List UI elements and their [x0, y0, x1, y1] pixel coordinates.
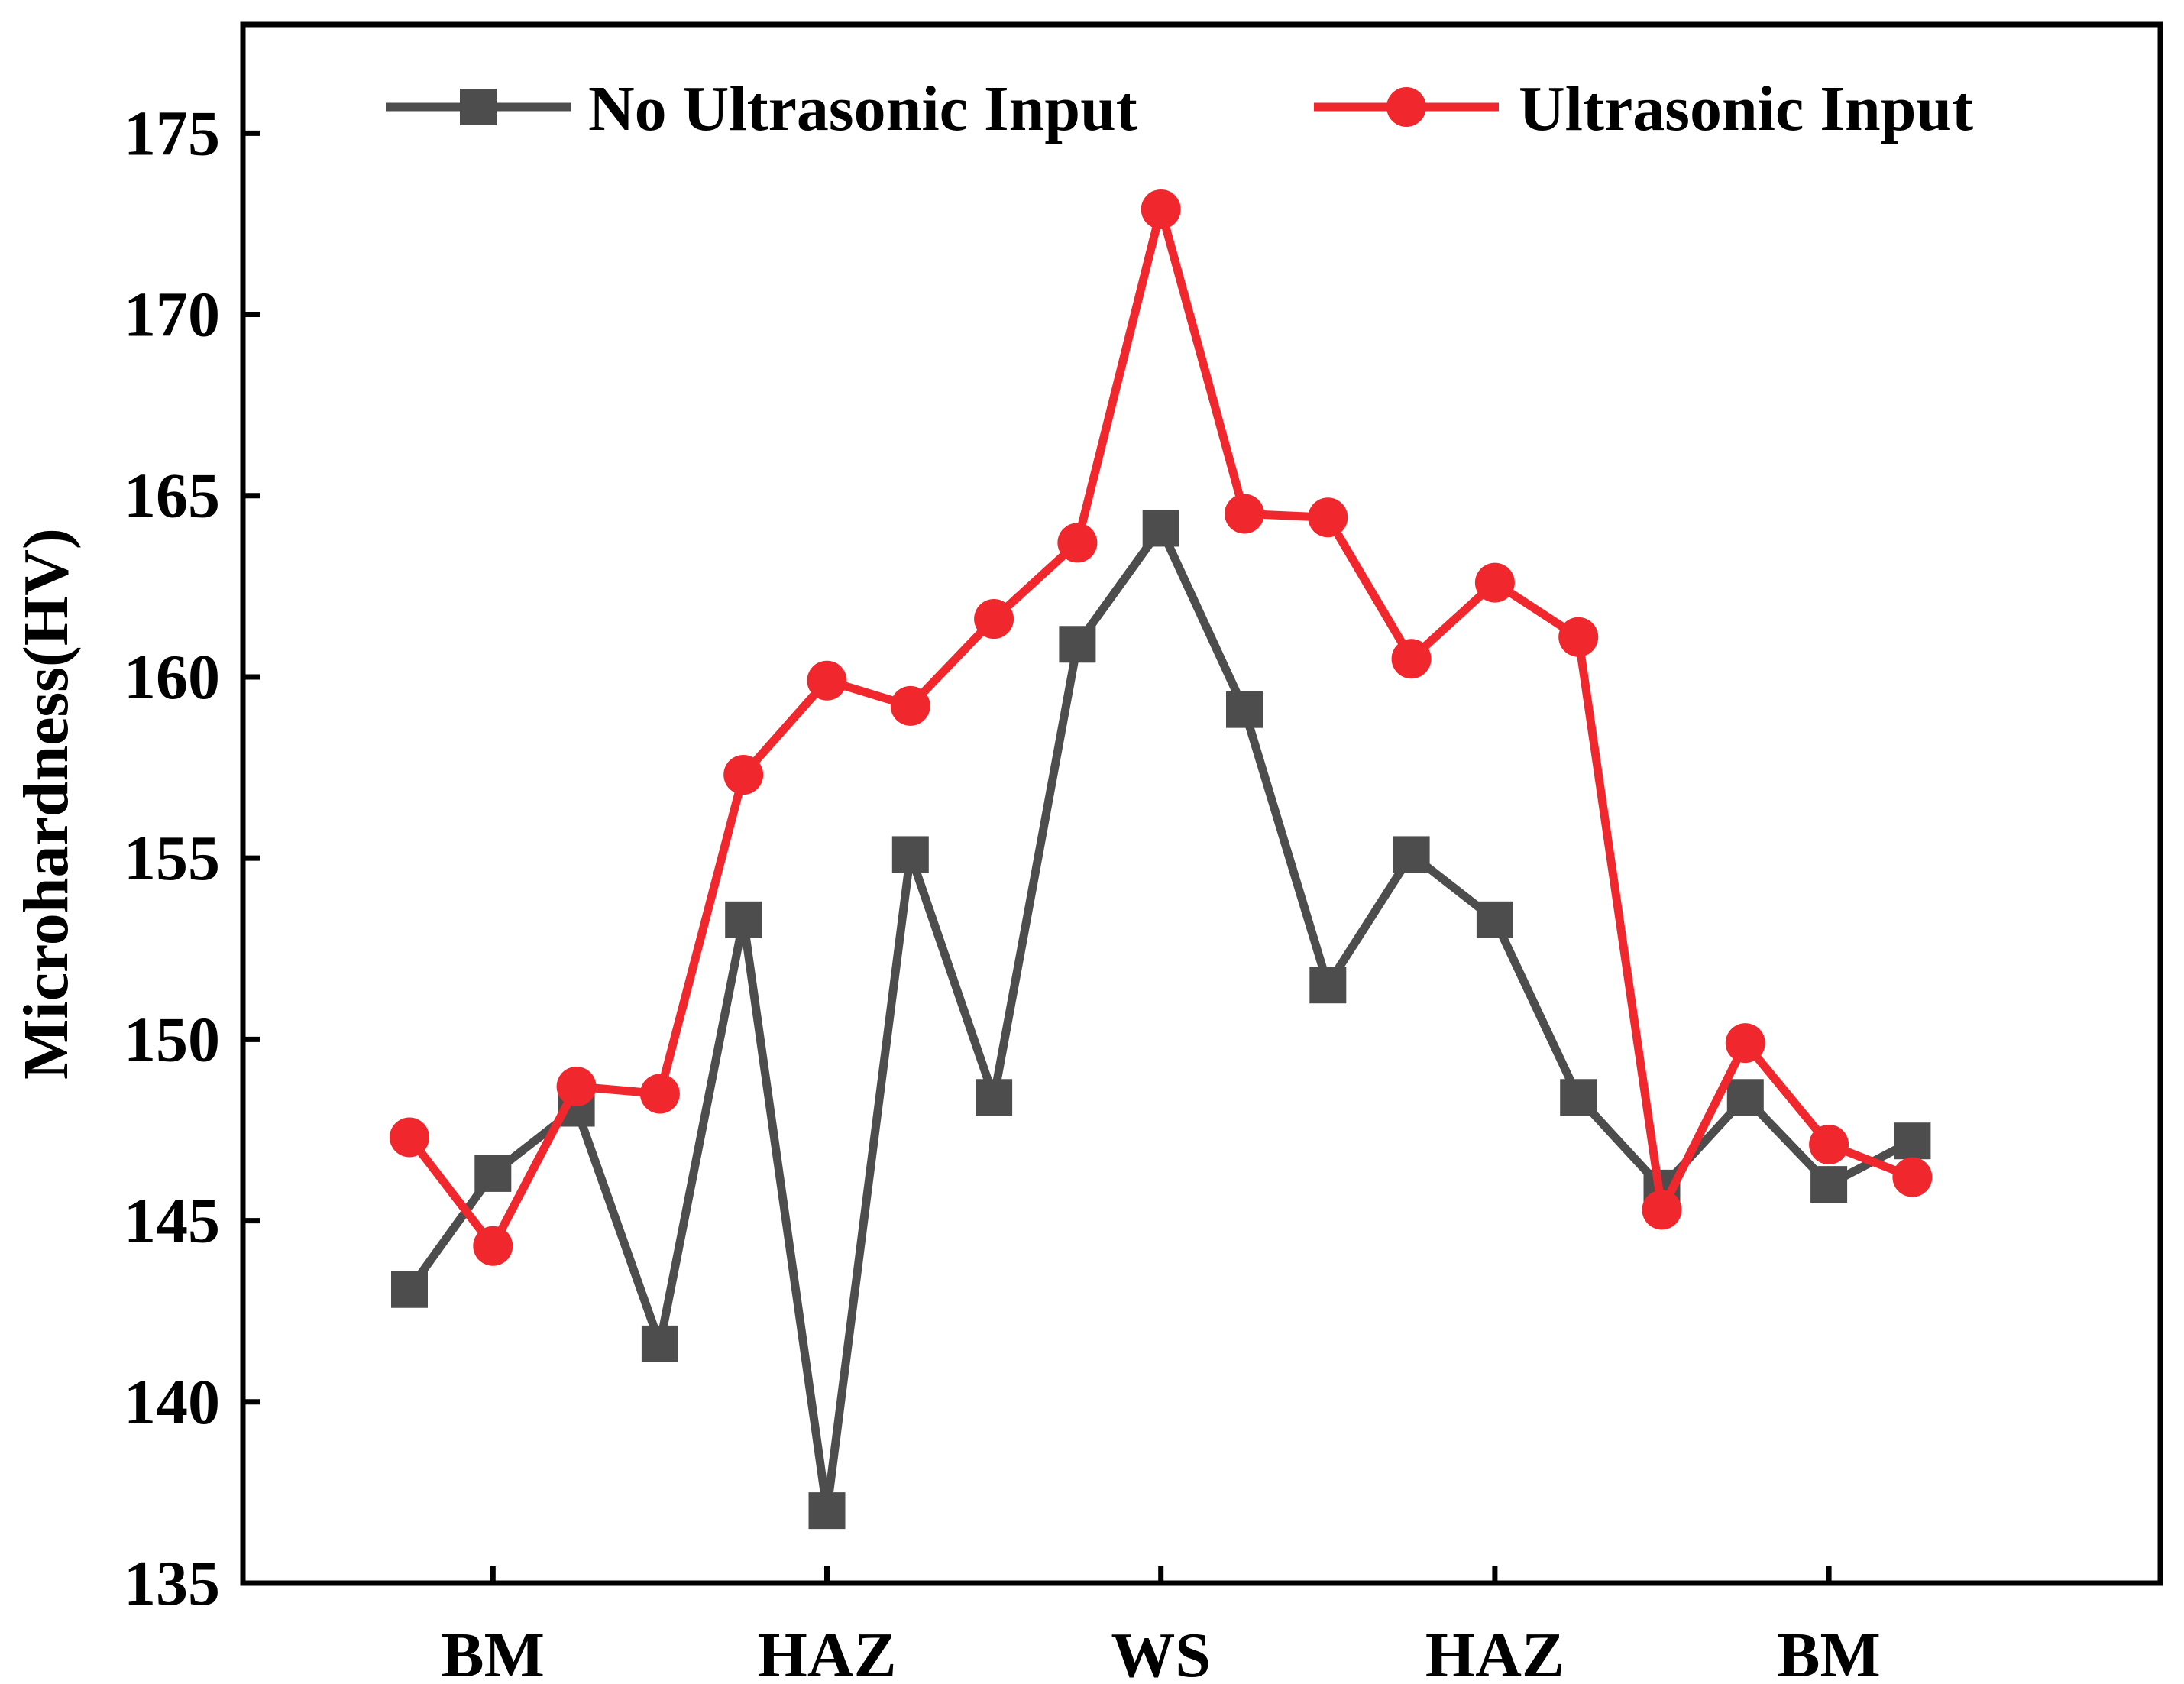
- series-no-ultrasonic: [391, 510, 1931, 1530]
- data-point: [976, 1079, 1013, 1116]
- data-point: [1476, 901, 1513, 938]
- x-axis: BM HAZ WS HAZ BM: [442, 1566, 1881, 1684]
- data-point: [725, 901, 762, 938]
- plot-frame: [240, 21, 2163, 1586]
- data-point: [1810, 1166, 1848, 1203]
- data-point: [808, 1492, 846, 1530]
- y-tick-label: 140: [124, 1367, 220, 1438]
- y-tick-label: 175: [124, 98, 220, 169]
- data-point: [890, 685, 930, 726]
- y-axis-title: Microhardness(HV): [11, 528, 82, 1080]
- y-tick-label: 165: [124, 461, 220, 532]
- series-layer: [390, 189, 1933, 1530]
- data-point: [1142, 510, 1179, 547]
- data-point: [1391, 639, 1432, 679]
- data-point: [1560, 1079, 1597, 1116]
- data-point: [1141, 189, 1181, 229]
- data-point: [474, 1155, 512, 1192]
- data-point: [1308, 497, 1348, 538]
- legend-square-marker: [460, 89, 497, 125]
- y-tick-label: 170: [124, 280, 220, 351]
- data-point: [1809, 1124, 1849, 1164]
- data-point: [391, 1271, 428, 1308]
- data-point: [1057, 523, 1098, 563]
- data-point: [1725, 1023, 1765, 1064]
- x-tick-label: BM: [1777, 1620, 1880, 1684]
- data-point: [1226, 691, 1263, 728]
- data-point: [1642, 1190, 1682, 1230]
- series-line: [406, 205, 1914, 1251]
- y-axis: 135 140 145 150 155 160 165 170 175: [124, 98, 260, 1619]
- x-tick-label: HAZ: [1425, 1620, 1564, 1684]
- x-tick-label: HAZ: [757, 1620, 896, 1684]
- data-point: [1726, 1079, 1764, 1116]
- data-point: [891, 836, 929, 873]
- data-point: [1225, 494, 1264, 534]
- data-point: [723, 755, 764, 795]
- data-point: [390, 1117, 429, 1158]
- legend-circle-marker: [1386, 87, 1426, 127]
- series-line: [406, 523, 1914, 1515]
- data-point: [1894, 1122, 1931, 1160]
- x-tick-label: WS: [1111, 1620, 1211, 1684]
- data-point: [639, 1074, 680, 1114]
- data-point: [1892, 1157, 1933, 1197]
- data-point: [974, 599, 1014, 640]
- y-tick-label: 145: [124, 1186, 220, 1257]
- data-point: [1393, 836, 1430, 873]
- legend-label-ultrasonic: Ultrasonic Input: [1519, 73, 1973, 144]
- data-point: [556, 1067, 597, 1107]
- data-point: [641, 1325, 678, 1362]
- x-tick-label: BM: [442, 1620, 545, 1684]
- legend-label-no-ultrasonic: No Ultrasonic Input: [588, 73, 1137, 144]
- y-tick-label: 160: [124, 642, 220, 713]
- data-point: [1059, 626, 1096, 663]
- y-tick-label: 155: [124, 823, 220, 894]
- data-point: [1309, 967, 1347, 1004]
- y-tick-label: 150: [124, 1004, 220, 1075]
- data-point: [1558, 617, 1599, 657]
- series-ultrasonic: [390, 189, 1933, 1266]
- y-tick-label: 135: [124, 1548, 220, 1619]
- data-point: [473, 1226, 513, 1266]
- data-point: [807, 660, 847, 701]
- legend: No Ultrasonic Input Ultrasonic Input: [386, 73, 1973, 144]
- data-point: [1474, 562, 1515, 603]
